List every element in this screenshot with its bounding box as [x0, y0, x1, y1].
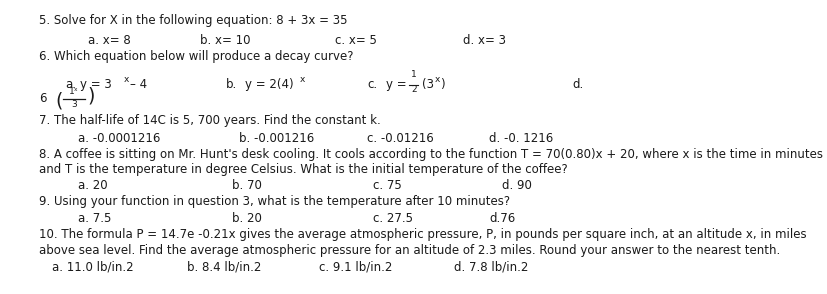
- Text: a. -0.0001216: a. -0.0001216: [78, 132, 160, 145]
- Text: b. 20: b. 20: [232, 212, 261, 225]
- Text: c. x= 5: c. x= 5: [334, 34, 376, 47]
- Text: x: x: [299, 75, 304, 84]
- Text: 2: 2: [410, 85, 416, 94]
- Text: b. 8.4 lb/in.2: b. 8.4 lb/in.2: [187, 261, 261, 274]
- Text: 8. A coffee is sitting on Mr. Hunt's desk cooling. It cools according to the fun: 8. A coffee is sitting on Mr. Hunt's des…: [40, 148, 823, 161]
- Text: d. x= 3: d. x= 3: [462, 34, 505, 47]
- Text: ): ): [88, 86, 95, 105]
- Text: 3: 3: [71, 100, 77, 108]
- Text: y = 3: y = 3: [80, 78, 112, 91]
- Text: c. 27.5: c. 27.5: [373, 212, 413, 225]
- Text: b. 70: b. 70: [232, 179, 261, 192]
- Text: a. x= 8: a. x= 8: [88, 34, 130, 47]
- Text: and T is the temperature in degree Celsius. What is the initial temperature of t: and T is the temperature in degree Celsi…: [40, 163, 567, 176]
- Text: y = 2(4): y = 2(4): [245, 78, 294, 91]
- Text: a.: a.: [65, 78, 76, 91]
- Text: a. 11.0 lb/in.2: a. 11.0 lb/in.2: [52, 261, 134, 274]
- Text: (: (: [55, 92, 62, 111]
- Text: 9. Using your function in question 3, what is the temperature after 10 minutes?: 9. Using your function in question 3, wh…: [40, 195, 510, 208]
- Text: x: x: [434, 75, 440, 84]
- Text: 1: 1: [410, 70, 416, 79]
- Text: (3: (3: [421, 78, 433, 91]
- Text: c. -0.01216: c. -0.01216: [366, 132, 433, 145]
- Text: above sea level. Find the average atmospheric pressure for an altitude of 2.3 mi: above sea level. Find the average atmosp…: [40, 243, 780, 257]
- Text: d. 90: d. 90: [501, 179, 531, 192]
- Text: d.76: d.76: [488, 212, 514, 225]
- Text: d. 7.8 lb/in.2: d. 7.8 lb/in.2: [453, 261, 528, 274]
- Text: ): ): [440, 78, 444, 91]
- Text: b.: b.: [226, 78, 237, 91]
- Text: d. -0. 1216: d. -0. 1216: [488, 132, 552, 145]
- Text: y =: y =: [385, 78, 406, 91]
- Text: b. x= 10: b. x= 10: [200, 34, 251, 47]
- Text: b. -0.001216: b. -0.001216: [238, 132, 313, 145]
- Text: d.: d.: [571, 78, 583, 91]
- Text: x: x: [124, 75, 130, 84]
- Text: c. 9.1 lb/in.2: c. 9.1 lb/in.2: [318, 261, 392, 274]
- Text: 1ˣ: 1ˣ: [69, 87, 79, 96]
- Text: a. 20: a. 20: [78, 179, 108, 192]
- Text: c.: c.: [366, 78, 376, 91]
- Text: – 4: – 4: [130, 78, 147, 91]
- Text: 6: 6: [40, 92, 47, 105]
- Text: 6. Which equation below will produce a decay curve?: 6. Which equation below will produce a d…: [40, 51, 354, 64]
- Text: 5. Solve for X in the following equation: 8 + 3x = 35: 5. Solve for X in the following equation…: [40, 14, 347, 27]
- Text: 7. The half-life of 14C is 5, 700 years. Find the constant k.: 7. The half-life of 14C is 5, 700 years.…: [40, 114, 380, 127]
- Text: a. 7.5: a. 7.5: [78, 212, 112, 225]
- Text: c. 75: c. 75: [373, 179, 402, 192]
- Text: 10. The formula P = 14.7e -0.21x gives the average atmospheric pressure, P, in p: 10. The formula P = 14.7e -0.21x gives t…: [40, 228, 806, 240]
